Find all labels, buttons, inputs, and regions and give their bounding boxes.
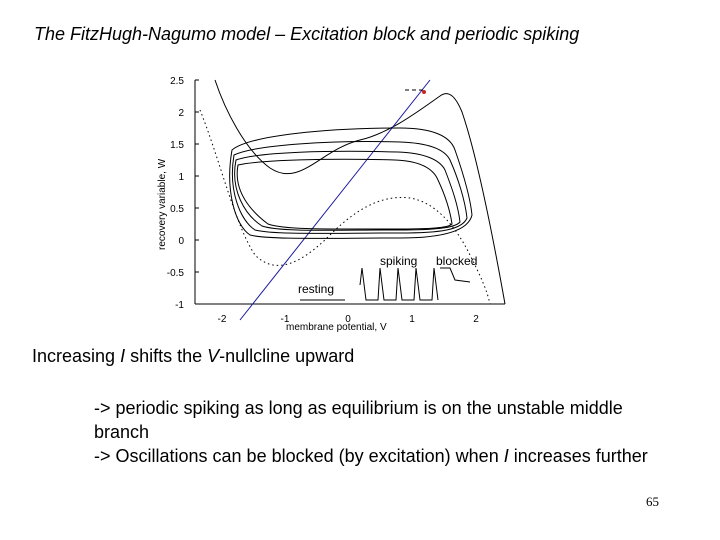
y-tick-label: 2	[178, 108, 184, 119]
x-tick-label: 1	[409, 314, 415, 325]
x-axis-label: membrane potential, V	[286, 322, 387, 333]
y-tick-label: 1	[178, 172, 184, 183]
bullet-2: -> Oscillations can be blocked (by excit…	[94, 446, 648, 466]
x-tick-label: 0	[345, 314, 351, 325]
y-tick-label: 1.5	[170, 140, 184, 151]
slide-title: The FitzHugh-Nagumo model – Excitation b…	[34, 24, 580, 44]
y-axis-label: recovery variable, W	[157, 158, 168, 250]
x-tick-labels: -2 -1 0 1 2	[218, 314, 480, 325]
bullet-1: -> periodic spiking as long as equilibri…	[94, 398, 623, 418]
y-tick-label: -1	[175, 300, 184, 311]
bullet-1-continued: branch	[94, 422, 150, 442]
x-tick-label: -2	[218, 314, 227, 325]
y-tick-marks	[195, 79, 199, 273]
y-tick-label: 0	[178, 236, 184, 247]
y-tick-labels: 2.5 2 1.5 1 0.5 0 -0.5 -1	[167, 76, 185, 311]
label-blocked: blocked	[436, 254, 477, 268]
x-tick-label: 2	[473, 314, 479, 325]
label-resting: resting	[298, 282, 334, 296]
y-tick-label: -0.5	[167, 268, 185, 279]
w-nullcline	[239, 79, 431, 321]
y-tick-label: 0.5	[170, 204, 184, 215]
y-tick-label: 2.5	[170, 76, 184, 87]
bullet-list: -> periodic spiking as long as equilibri…	[94, 396, 714, 468]
page-number: 65	[646, 494, 659, 509]
equilibrium-point	[422, 90, 426, 94]
limit-cycles	[229, 127, 473, 239]
label-spiking: spiking	[380, 254, 417, 268]
body-line-1: Increasing I shifts the V-nullcline upwa…	[32, 346, 355, 366]
inset-traces	[300, 267, 471, 301]
v-nullcline-dotted	[199, 109, 491, 305]
x-tick-label: -1	[281, 314, 290, 325]
